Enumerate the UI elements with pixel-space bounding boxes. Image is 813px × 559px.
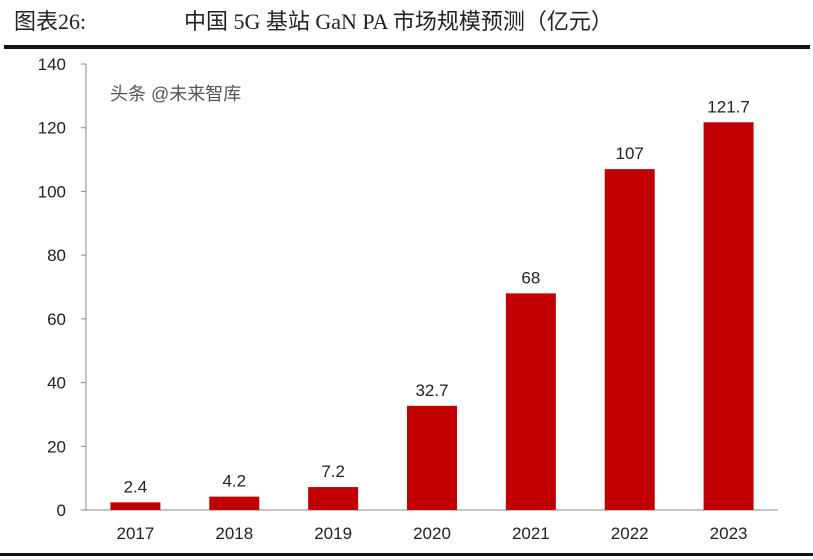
x-tick-label-2021: 2021 bbox=[512, 524, 550, 543]
y-tick-label: 80 bbox=[47, 246, 66, 265]
chart-title: 图表26: 中国 5G 基站 GaN PA 市场规模预测（亿元） bbox=[14, 4, 613, 36]
x-tick-label-2023: 2023 bbox=[710, 524, 748, 543]
figure-label: 图表26: bbox=[14, 9, 87, 34]
watermark: 头条 @未来智库 bbox=[110, 84, 242, 104]
bar-2021 bbox=[505, 293, 556, 510]
data-label-2021: 68 bbox=[521, 268, 540, 287]
bar-2022 bbox=[604, 169, 655, 510]
y-tick-label: 20 bbox=[47, 437, 66, 456]
bar-2020 bbox=[407, 405, 457, 510]
y-tick-label: 0 bbox=[57, 501, 66, 520]
data-label-2019: 7.2 bbox=[321, 462, 345, 481]
y-tick-label: 60 bbox=[47, 310, 66, 329]
x-tick-label-2018: 2018 bbox=[215, 524, 253, 543]
y-tick-label: 120 bbox=[38, 119, 66, 138]
bar-2023 bbox=[703, 122, 754, 510]
data-label-2020: 32.7 bbox=[415, 381, 448, 400]
figure-title: 中国 5G 基站 GaN PA 市场规模预测（亿元） bbox=[184, 9, 613, 34]
x-tick-label-2017: 2017 bbox=[117, 524, 155, 543]
x-tick-label-2020: 2020 bbox=[413, 524, 451, 543]
y-tick-label: 40 bbox=[47, 374, 66, 393]
y-tick-label: 100 bbox=[38, 182, 66, 201]
data-label-2017: 2.4 bbox=[124, 477, 148, 496]
data-label-2018: 4.2 bbox=[222, 472, 246, 491]
bar-2019 bbox=[308, 487, 359, 510]
data-label-2023: 121.7 bbox=[707, 97, 750, 116]
bottom-rule bbox=[0, 553, 813, 556]
x-tick-label-2019: 2019 bbox=[314, 524, 352, 543]
title-rule bbox=[4, 45, 810, 49]
y-tick-label: 140 bbox=[38, 55, 66, 74]
x-tick-label-2022: 2022 bbox=[611, 524, 649, 543]
data-label-2022: 107 bbox=[616, 144, 644, 163]
bar-2018 bbox=[209, 496, 260, 510]
bar-2017 bbox=[110, 502, 161, 510]
